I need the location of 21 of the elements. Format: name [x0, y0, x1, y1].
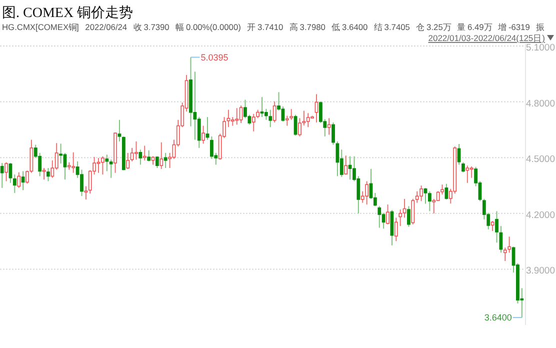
text: 仓 3.25万 — [416, 22, 451, 32]
y-tick-label: 4.2000 — [526, 210, 555, 221]
text: 开 3.7410 — [247, 22, 284, 32]
text: 结 3.7405 — [374, 22, 410, 32]
text: 幅 0.00%(0.0000) — [176, 22, 242, 32]
text: 收 3.7390 — [133, 22, 170, 32]
text: 2022/06/24 — [85, 22, 128, 32]
text: 高 3.7980 — [289, 22, 326, 32]
text: 增 -6319 — [497, 22, 530, 32]
y-tick-label: 4.8000 — [526, 98, 555, 110]
annotation: 5.0395 — [200, 52, 228, 62]
annotation: 3.6400 — [484, 312, 512, 323]
text: HG.CMX[COMEX铜] — [2, 22, 79, 32]
text: 量 6.49万 — [457, 22, 492, 32]
y-tick-label: 4.5000 — [526, 154, 555, 166]
text: 振 — [536, 22, 544, 32]
y-tick-label: 3.9000 — [526, 266, 555, 277]
y-tick-label: 5.1000 — [526, 42, 555, 54]
text: 2022/01/03-2022/06/24(125日) — [428, 33, 546, 43]
text: 低 3.6400 — [332, 22, 368, 32]
chart-title: 图. COMEX 铜价走势 — [2, 5, 134, 21]
